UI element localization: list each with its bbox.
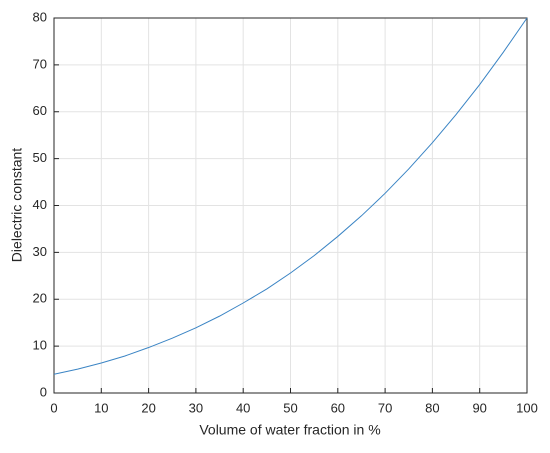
x-tick-label: 80 — [425, 400, 439, 415]
x-axis-label: Volume of water fraction in % — [199, 422, 380, 438]
x-tick-label: 0 — [50, 400, 57, 415]
y-tick-label: 0 — [40, 384, 47, 399]
y-tick-label: 60 — [33, 103, 47, 118]
y-axis-label: Dielectric constant — [9, 148, 25, 262]
y-tick-label: 10 — [33, 338, 47, 353]
y-tick-label: 40 — [33, 197, 47, 212]
x-tick-label: 100 — [516, 400, 538, 415]
x-tick-label: 70 — [378, 400, 392, 415]
x-tick-label: 40 — [236, 400, 250, 415]
x-tick-label: 20 — [141, 400, 155, 415]
x-tick-label: 60 — [331, 400, 345, 415]
x-tick-label: 90 — [472, 400, 486, 415]
y-tick-label: 30 — [33, 244, 47, 259]
y-tick-label: 20 — [33, 291, 47, 306]
x-tick-label: 30 — [189, 400, 203, 415]
y-tick-label: 80 — [33, 9, 47, 24]
data-line — [53, 17, 528, 375]
x-tick-label: 10 — [94, 400, 108, 415]
plot-frame — [53, 17, 528, 394]
x-tick-label: 50 — [283, 400, 297, 415]
y-tick-label: 50 — [33, 150, 47, 165]
y-tick-label: 70 — [33, 56, 47, 71]
